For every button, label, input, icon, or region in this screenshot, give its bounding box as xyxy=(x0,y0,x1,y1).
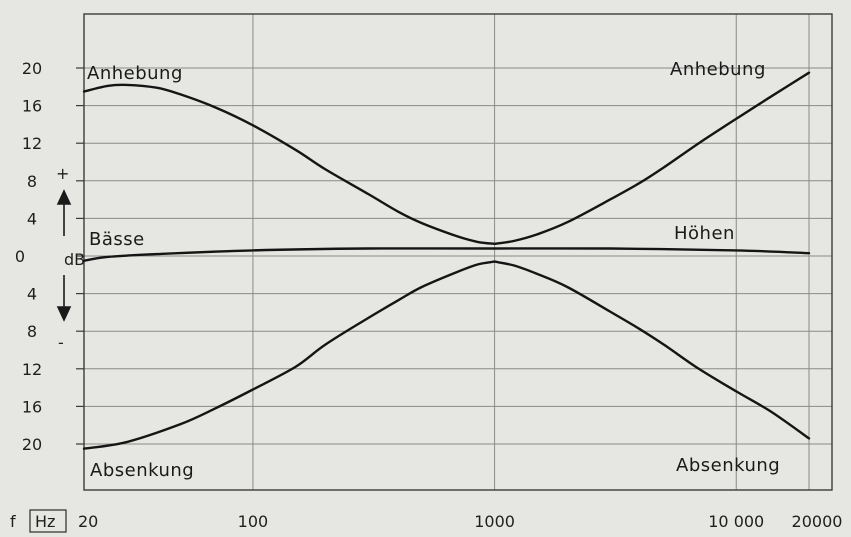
x-unit-label: Hz xyxy=(35,512,55,531)
y-tick-label: 4 xyxy=(27,209,37,228)
curve-bass-boost xyxy=(82,83,496,245)
x-unit-prefix: f xyxy=(10,512,16,531)
y-tick-label: 8 xyxy=(27,322,37,341)
y-tick-label: 20 xyxy=(22,59,42,78)
label-cut-left: Absenkung xyxy=(90,460,194,481)
x-tick-label: 100 xyxy=(238,512,269,531)
x-tick-label: 10 000 xyxy=(708,512,764,531)
label-bass: Bässe xyxy=(89,229,145,250)
label-boost-right: Anhebung xyxy=(670,59,766,80)
up-arrow-icon xyxy=(56,189,72,236)
label-boost-left: Anhebung xyxy=(87,63,183,84)
minus-sign: - xyxy=(58,333,64,352)
y-tick-label: 4 xyxy=(27,285,37,304)
y-axis-ticks: 20 16 12 8 404 8 12 16 20 xyxy=(15,59,84,454)
curve-flat xyxy=(82,247,811,262)
x-tick-label: 1000 xyxy=(474,512,515,531)
down-arrow-icon xyxy=(56,275,72,322)
y-unit-label: dB xyxy=(64,250,85,269)
plot-frame xyxy=(83,13,833,491)
y-tick-label: 16 xyxy=(22,97,42,116)
curves xyxy=(82,71,811,450)
label-treble: Höhen xyxy=(674,223,735,244)
curve-bass-cut xyxy=(82,260,496,450)
y-tick-label: 20 xyxy=(22,435,42,454)
curve-treble-cut xyxy=(493,260,811,440)
label-cut-right: Absenkung xyxy=(676,455,780,476)
plus-sign: + xyxy=(56,164,69,183)
y-tick-label: 12 xyxy=(22,360,42,379)
x-axis-ticks: 20 100 1000 10 000 20000 xyxy=(78,512,842,531)
x-tick-label: 20000 xyxy=(792,512,843,531)
y-tick-label: 8 xyxy=(27,172,37,191)
x-tick-label: 20 xyxy=(78,512,98,531)
x-unit-bracket xyxy=(29,509,67,533)
y-tick-label: 0 xyxy=(15,247,25,266)
y-tick-label: 16 xyxy=(22,397,42,416)
y-tick-label: 12 xyxy=(22,134,42,153)
curve-treble-boost xyxy=(493,71,811,245)
